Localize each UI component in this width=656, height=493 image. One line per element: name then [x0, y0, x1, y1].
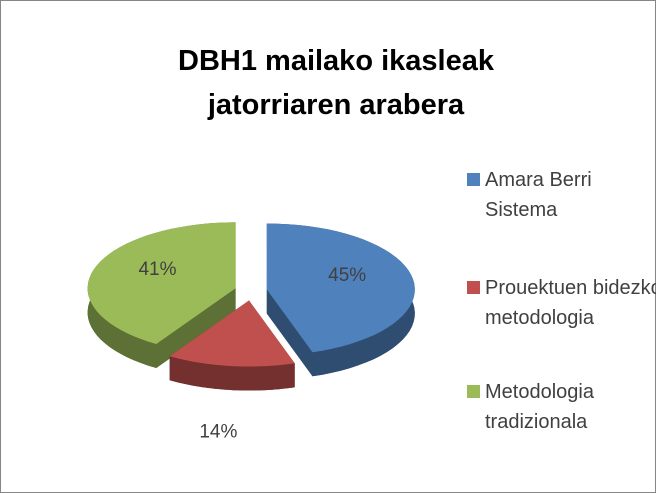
slice-group — [87, 222, 236, 368]
legend-item: Amara Berri Sistema — [467, 165, 656, 225]
legend-swatch — [467, 281, 480, 294]
slice-side — [156, 288, 236, 368]
slice — [169, 300, 295, 367]
slice-side — [266, 289, 313, 377]
legend-item: Metodologia tradizionala — [467, 377, 656, 437]
slice — [266, 223, 415, 353]
slice-group — [266, 223, 415, 377]
slice — [87, 222, 236, 344]
legend-swatch — [467, 385, 480, 398]
legend-label: Amara Berri Sistema — [485, 169, 592, 221]
legend-label: Metodologia tradizionala — [485, 381, 594, 433]
chart-title: DBH1 mailako ikasleak jatorriaren araber… — [178, 45, 494, 121]
data-label: 14% — [199, 422, 237, 443]
slice-group — [169, 300, 295, 391]
legend-item: Prouektuen bidezko metodologia — [467, 273, 656, 333]
legend-swatch — [467, 173, 480, 186]
data-label: 45% — [328, 265, 366, 286]
legend-label: Prouektuen bidezko metodologia — [485, 277, 656, 329]
data-label: 41% — [138, 259, 176, 280]
slice-side — [169, 356, 295, 391]
